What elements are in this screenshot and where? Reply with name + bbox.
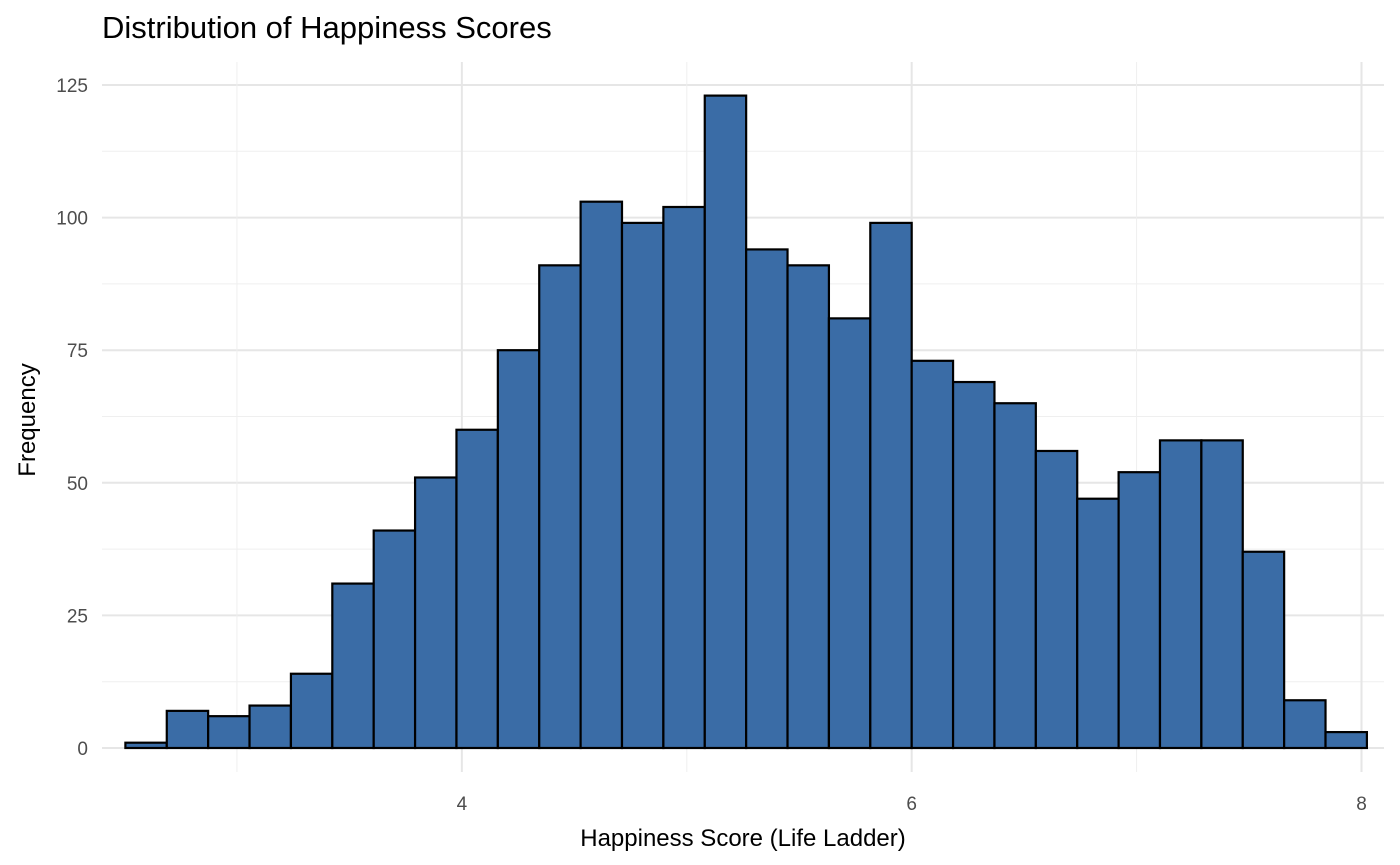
histogram-bar xyxy=(703,94,748,750)
histogram-bar xyxy=(496,349,541,750)
x-tick-labels: 4 6 8 xyxy=(457,794,1367,815)
y-tick-label: 125 xyxy=(56,76,88,97)
x-axis-title: Happiness Score (Life Ladder) xyxy=(580,825,906,852)
y-tick-label: 25 xyxy=(67,606,88,627)
x-tick-label: 6 xyxy=(906,794,917,815)
histogram-bar xyxy=(1117,471,1162,750)
histogram-bar xyxy=(413,476,458,750)
histogram-bar xyxy=(124,741,168,750)
histogram-bar xyxy=(951,380,996,750)
histogram-bar xyxy=(579,200,624,750)
histogram-bar xyxy=(1283,699,1327,750)
histogram-bar xyxy=(786,264,831,750)
y-tick-label: 75 xyxy=(67,341,88,362)
histogram-bar xyxy=(165,709,210,750)
histogram-bar xyxy=(538,264,582,750)
histogram-bar xyxy=(910,359,955,750)
histogram-bar xyxy=(289,672,334,750)
y-tick-label: 50 xyxy=(67,474,88,495)
histogram-bar xyxy=(1158,439,1203,750)
histogram-bar xyxy=(662,205,706,750)
y-tick-label: 100 xyxy=(56,209,88,230)
y-axis-title: Frequency xyxy=(14,363,41,476)
histogram-bar xyxy=(1324,730,1369,750)
histogram-bar xyxy=(827,317,872,750)
chart-title: Distribution of Happiness Scores xyxy=(102,10,552,45)
histogram-bar xyxy=(1241,550,1286,750)
x-tick-label: 4 xyxy=(457,794,468,815)
bars xyxy=(124,94,1369,750)
histogram-bar xyxy=(1034,449,1079,750)
histogram-bar xyxy=(372,529,417,750)
histogram-bar xyxy=(1076,497,1120,750)
x-tick-label: 8 xyxy=(1356,794,1367,815)
histogram-bar xyxy=(1200,439,1244,750)
y-tick-label: 0 xyxy=(77,739,88,760)
histogram-bar xyxy=(248,704,293,750)
histogram-bar xyxy=(869,221,913,750)
histogram-bar xyxy=(455,428,499,750)
histogram-bar xyxy=(207,715,251,750)
histogram-bar xyxy=(331,582,375,750)
y-tick-labels: 0 25 50 75 100 125 xyxy=(56,76,88,760)
histogram-bar xyxy=(620,221,665,750)
histogram-bar xyxy=(745,248,789,750)
histogram-bar xyxy=(993,402,1037,750)
